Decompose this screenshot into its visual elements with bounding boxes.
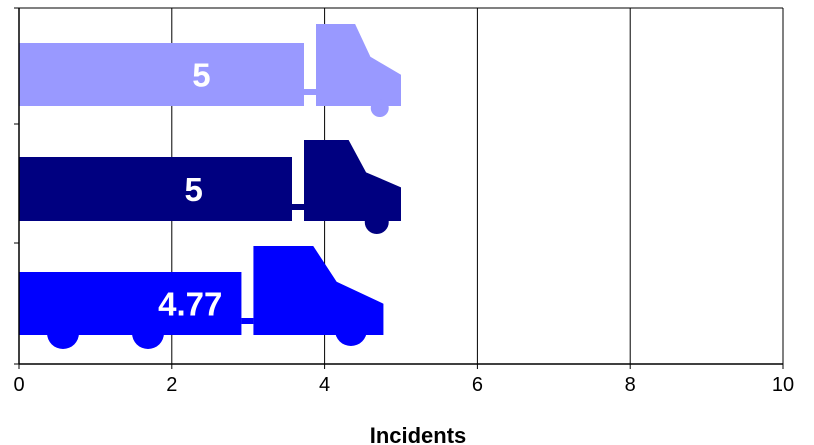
x-axis-title: Incidents xyxy=(370,423,467,445)
axes xyxy=(14,7,784,369)
bar-coupling xyxy=(241,318,254,324)
bar-coupling xyxy=(304,89,316,95)
x-tick-label: 2 xyxy=(166,374,177,396)
bar-3: 4.77 xyxy=(19,246,384,349)
x-tick-labels: 0 2 4 6 8 10 xyxy=(13,374,794,396)
wheel-icon xyxy=(364,210,389,234)
bar-coupling xyxy=(292,204,304,210)
x-tick-label: 10 xyxy=(772,374,794,396)
bar-2: 5 xyxy=(19,140,401,234)
x-tick-label: 4 xyxy=(319,374,330,396)
truck-icon xyxy=(304,140,401,221)
bar-1: 5 xyxy=(19,24,401,117)
wheel-icon xyxy=(334,314,367,346)
x-tick-label: 6 xyxy=(472,374,483,396)
data-label: 5 xyxy=(192,57,210,94)
data-label: 5 xyxy=(185,171,203,208)
trailer-wheel-icon xyxy=(132,317,164,349)
bar-series: 554.77 xyxy=(19,24,401,349)
trailer-wheel-icon xyxy=(47,317,79,349)
truck-with-trailer-icon xyxy=(253,246,384,335)
x-tick-label: 0 xyxy=(13,374,24,396)
x-tick-label: 8 xyxy=(625,374,636,396)
data-label: 4.77 xyxy=(158,286,222,323)
truck-icon xyxy=(316,24,401,106)
wheel-icon xyxy=(370,99,389,117)
bar-body xyxy=(19,43,304,106)
bar-body xyxy=(19,157,292,221)
